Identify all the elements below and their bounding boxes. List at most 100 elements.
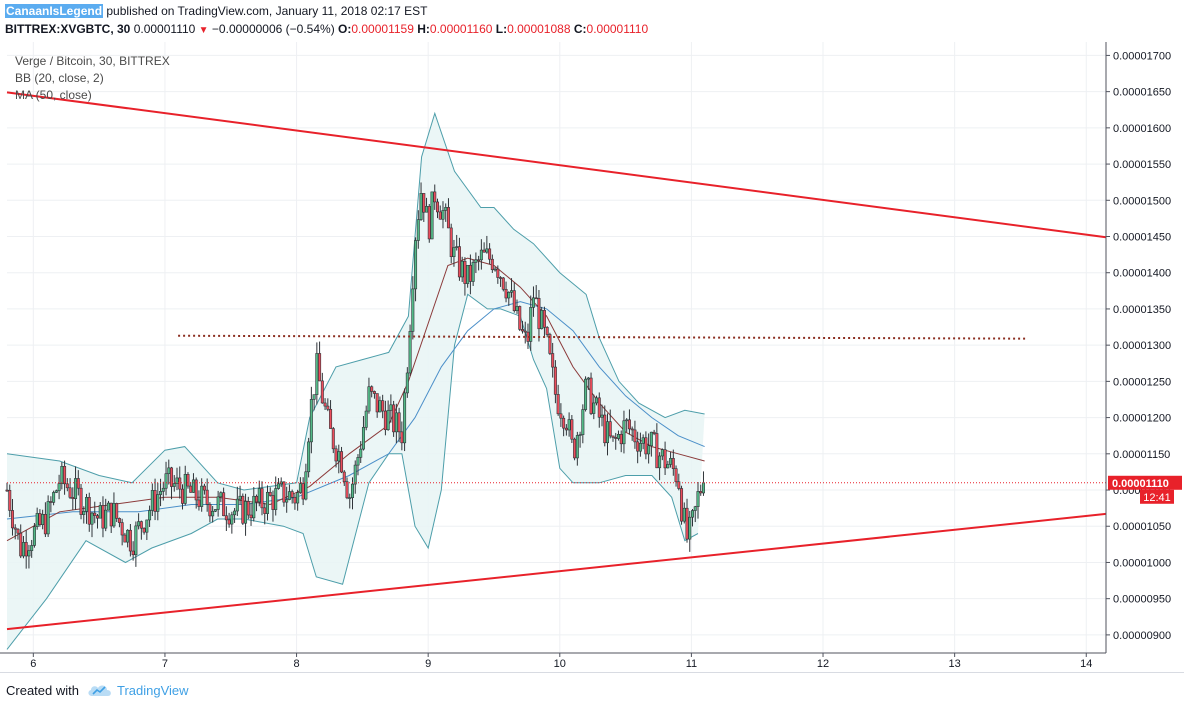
candle-body — [501, 277, 505, 290]
candle-body — [595, 397, 599, 404]
candle-body — [276, 483, 280, 489]
candle-body — [106, 502, 110, 511]
candle-body — [52, 492, 56, 503]
candle-body — [581, 409, 585, 435]
price-chart[interactable]: 0.00000900 0.00000950 0.00001000 0.00001050… — [0, 42, 1184, 672]
trendlines[interactable] — [6, 91, 1107, 631]
price-tick-label: 0.00001250 — [1113, 376, 1171, 388]
candle-body — [60, 466, 64, 484]
candle-body — [430, 191, 434, 240]
trendline[interactable] — [6, 91, 1107, 239]
candle-body — [435, 201, 439, 213]
candle-body — [172, 483, 176, 487]
time-tick-label: 11 — [686, 658, 697, 670]
candle-body — [457, 246, 461, 278]
candle-body — [197, 499, 201, 507]
candle-body — [531, 297, 535, 308]
candle-body — [504, 288, 508, 299]
legend-bb[interactable]: BB (20, close, 2) — [15, 71, 104, 85]
candle-body — [482, 249, 486, 253]
candle-body — [334, 448, 338, 462]
candle-body — [608, 421, 612, 437]
candle-body — [285, 499, 289, 503]
candle-body — [416, 219, 420, 241]
candle-body — [627, 419, 631, 430]
candle-body — [655, 433, 659, 469]
candle-body — [233, 510, 237, 516]
trendline[interactable] — [6, 512, 1107, 631]
candle-body — [622, 420, 626, 445]
candle-body — [101, 505, 105, 529]
candle-body — [186, 474, 190, 487]
candle-body — [367, 386, 371, 412]
candle-body — [131, 550, 135, 556]
candle-body — [257, 488, 261, 503]
candle-body — [540, 310, 544, 330]
candle-body — [611, 435, 615, 438]
bollinger-lower-line — [6, 293, 699, 650]
candle-body — [85, 497, 89, 512]
candle-body — [394, 412, 398, 433]
time-tick-label: 6 — [30, 658, 36, 670]
candle-body — [606, 421, 610, 444]
candle-body — [537, 298, 541, 330]
tradingview-cloud-icon — [88, 685, 111, 696]
candle-body — [534, 297, 538, 300]
candle-body — [603, 414, 607, 444]
candle-body — [485, 248, 489, 253]
candle-body — [589, 377, 593, 414]
candle-body — [8, 490, 12, 511]
bollinger-basis-line — [6, 257, 705, 542]
candle-body — [161, 487, 165, 492]
candle-body — [578, 434, 582, 436]
candle-body — [87, 497, 91, 525]
candle-body — [274, 488, 278, 510]
legend-ma[interactable]: MA (50, close) — [15, 88, 92, 102]
candle-body — [658, 455, 662, 469]
tradingview-brand[interactable]: TradingView — [117, 683, 189, 698]
candle-body — [372, 391, 376, 394]
price-tick-label: 0.00001150 — [1113, 449, 1170, 461]
candle-body — [529, 307, 533, 342]
candle-body — [30, 545, 34, 551]
candle-body — [614, 437, 618, 439]
candle-body — [41, 514, 45, 526]
candle-body — [699, 491, 703, 494]
candle-body — [559, 413, 563, 419]
candle-body — [265, 491, 269, 514]
candle-body — [16, 528, 20, 534]
candle-body — [76, 478, 80, 489]
candle-body — [191, 479, 195, 493]
candle-body — [441, 210, 445, 220]
candle-body — [682, 507, 686, 522]
candle-body — [189, 485, 193, 493]
candle-body — [545, 327, 549, 335]
candle-body — [510, 290, 514, 293]
candle-body — [145, 519, 149, 533]
candle-body — [570, 419, 574, 440]
author-name[interactable]: CanaanIsLegend — [5, 4, 104, 18]
candle-body — [630, 428, 634, 431]
candle-body — [216, 496, 220, 510]
candle-body — [444, 207, 448, 211]
candle-body — [520, 329, 524, 332]
candle-body — [112, 503, 116, 527]
candle-body — [680, 488, 684, 522]
candle-body — [68, 487, 72, 498]
candle-body — [290, 491, 294, 498]
horizontal-level-line[interactable] — [178, 334, 1028, 340]
candle-body — [466, 264, 470, 284]
candle-body — [35, 513, 39, 527]
candle-body — [375, 393, 379, 413]
candle-body — [98, 505, 102, 519]
candle-body — [636, 441, 640, 452]
candle-body — [649, 431, 653, 447]
candle-body — [460, 260, 464, 278]
candle-body — [126, 529, 130, 543]
candle-body — [361, 427, 365, 450]
candle-body — [205, 489, 209, 505]
candle-body — [123, 534, 127, 543]
candle-body — [523, 330, 527, 333]
candle-body — [194, 479, 198, 501]
candle-body — [386, 410, 390, 431]
